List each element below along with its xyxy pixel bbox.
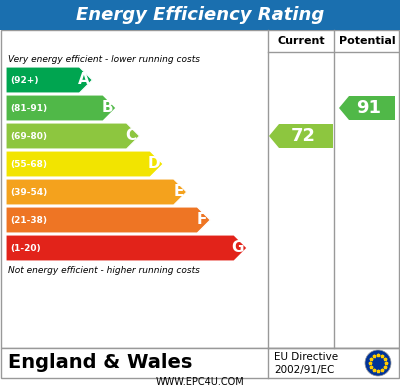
Text: Energy Efficiency Rating: Energy Efficiency Rating [76, 6, 324, 24]
Text: (92+): (92+) [10, 76, 38, 85]
Text: D: D [148, 156, 160, 171]
Text: WWW.EPC4U.COM: WWW.EPC4U.COM [156, 377, 244, 387]
Text: E: E [173, 185, 184, 199]
Text: Potential: Potential [339, 36, 395, 46]
Text: F: F [197, 213, 207, 227]
Polygon shape [6, 179, 187, 205]
Text: Current: Current [277, 36, 325, 46]
Text: G: G [232, 241, 244, 256]
Text: Not energy efficient - higher running costs: Not energy efficient - higher running co… [8, 266, 200, 275]
Polygon shape [6, 207, 210, 233]
Text: A: A [78, 73, 89, 88]
Bar [1, 30, 399, 348]
Circle shape [365, 350, 391, 376]
Polygon shape [6, 123, 140, 149]
Polygon shape [6, 151, 163, 177]
Polygon shape [269, 124, 333, 148]
Text: 72: 72 [290, 127, 316, 145]
Text: England & Wales: England & Wales [8, 353, 192, 372]
Polygon shape [6, 235, 247, 261]
Polygon shape [6, 95, 116, 121]
Text: (1-20): (1-20) [10, 244, 41, 253]
Text: 2002/91/EC: 2002/91/EC [274, 365, 334, 374]
Polygon shape [6, 67, 92, 93]
Text: (81-91): (81-91) [10, 104, 47, 113]
Bar [0, 0, 400, 30]
Text: 91: 91 [356, 99, 382, 117]
Bar [1, 348, 399, 378]
Text: (21-38): (21-38) [10, 215, 47, 225]
Text: EU Directive: EU Directive [274, 352, 338, 362]
Text: Very energy efficient - lower running costs: Very energy efficient - lower running co… [8, 55, 200, 64]
Text: (39-54): (39-54) [10, 187, 47, 196]
Text: (55-68): (55-68) [10, 159, 47, 168]
Polygon shape [339, 96, 395, 120]
Text: (69-80): (69-80) [10, 132, 47, 140]
Text: B: B [101, 100, 113, 116]
Text: C: C [125, 128, 136, 144]
